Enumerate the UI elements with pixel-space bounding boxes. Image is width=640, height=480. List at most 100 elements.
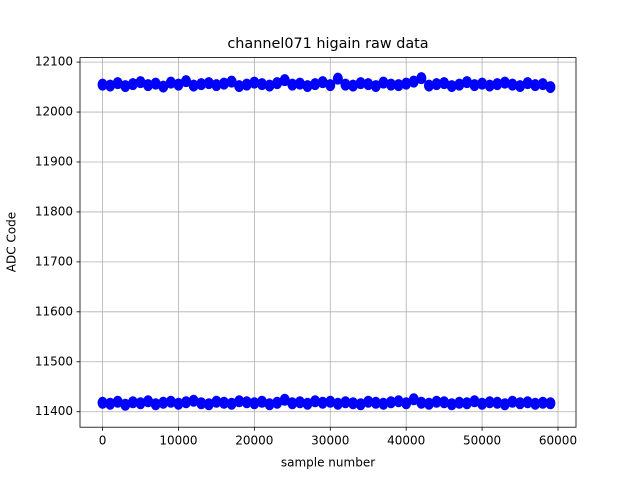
data-point bbox=[484, 396, 495, 409]
data-point bbox=[393, 395, 404, 408]
data-point bbox=[302, 80, 313, 93]
data-point bbox=[545, 81, 556, 94]
data-point bbox=[120, 398, 131, 411]
data-point bbox=[105, 79, 116, 92]
data-point bbox=[416, 396, 427, 409]
data-point bbox=[211, 395, 222, 408]
data-point bbox=[241, 78, 252, 91]
y-axis-label: ADC Code bbox=[5, 212, 19, 272]
data-point bbox=[507, 395, 518, 408]
data-point bbox=[446, 80, 457, 93]
data-point bbox=[302, 397, 313, 410]
x-tick-label: 20000 bbox=[235, 434, 273, 448]
data-point bbox=[287, 397, 298, 410]
data-point bbox=[370, 396, 381, 409]
data-point bbox=[294, 77, 305, 90]
data-point bbox=[325, 395, 336, 408]
data-point bbox=[264, 79, 275, 92]
data-point bbox=[454, 78, 465, 91]
data-point bbox=[219, 77, 230, 90]
x-tick-label: 0 bbox=[99, 434, 107, 448]
x-axis-label: sample number bbox=[281, 456, 375, 470]
data-point bbox=[446, 398, 457, 411]
data-point bbox=[310, 395, 321, 408]
data-point bbox=[461, 76, 472, 89]
data-point bbox=[188, 394, 199, 407]
data-point bbox=[477, 397, 488, 410]
data-point bbox=[97, 78, 108, 91]
data-point bbox=[120, 80, 131, 93]
data-point bbox=[401, 397, 412, 410]
data-point bbox=[370, 80, 381, 93]
x-tick-label: 30000 bbox=[311, 434, 349, 448]
data-point bbox=[196, 78, 207, 91]
data-point bbox=[378, 397, 389, 410]
data-point bbox=[378, 76, 389, 89]
data-point bbox=[256, 395, 267, 408]
x-tick-label: 50000 bbox=[463, 434, 501, 448]
data-point bbox=[135, 76, 146, 89]
data-point bbox=[537, 78, 548, 91]
data-point bbox=[226, 397, 237, 410]
x-tick-label: 60000 bbox=[539, 434, 577, 448]
data-point bbox=[386, 78, 397, 91]
data-point bbox=[310, 78, 321, 91]
data-point bbox=[363, 78, 374, 91]
data-point bbox=[234, 395, 245, 408]
data-point bbox=[355, 398, 366, 411]
data-point bbox=[492, 396, 503, 409]
data-point bbox=[530, 79, 541, 92]
data-point bbox=[469, 395, 480, 408]
data-point bbox=[256, 78, 267, 91]
data-point bbox=[287, 78, 298, 91]
x-tick-label: 40000 bbox=[387, 434, 425, 448]
data-point bbox=[416, 72, 427, 85]
data-point bbox=[241, 396, 252, 409]
data-point bbox=[158, 396, 169, 409]
data-point bbox=[431, 78, 442, 91]
data-point bbox=[439, 396, 450, 409]
y-tick-label: 11400 bbox=[35, 404, 73, 418]
data-point bbox=[492, 78, 503, 91]
data-point bbox=[348, 397, 359, 410]
data-point bbox=[143, 395, 154, 408]
data-point bbox=[294, 396, 305, 409]
data-point bbox=[97, 396, 108, 409]
data-point bbox=[249, 397, 260, 410]
data-point bbox=[477, 77, 488, 90]
x-tick-label: 10000 bbox=[159, 434, 197, 448]
chart-title: channel071 higain raw data bbox=[227, 36, 428, 52]
data-point bbox=[181, 396, 192, 409]
data-point bbox=[127, 396, 138, 409]
data-point bbox=[423, 79, 434, 92]
data-point bbox=[355, 77, 366, 90]
data-point bbox=[515, 80, 526, 93]
data-point bbox=[408, 393, 419, 406]
data-point bbox=[386, 396, 397, 409]
data-point bbox=[340, 78, 351, 91]
data-point bbox=[515, 397, 526, 410]
data-point bbox=[484, 79, 495, 92]
data-point bbox=[332, 397, 343, 410]
plot-frame bbox=[79, 57, 577, 428]
data-point bbox=[530, 397, 541, 410]
data-point bbox=[317, 396, 328, 409]
data-point bbox=[165, 76, 176, 89]
data-point bbox=[461, 397, 472, 410]
data-point bbox=[249, 76, 260, 89]
data-point bbox=[203, 77, 214, 90]
data-point bbox=[150, 398, 161, 411]
data-point bbox=[545, 397, 556, 410]
data-point bbox=[340, 396, 351, 409]
data-point bbox=[499, 76, 510, 89]
data-point bbox=[211, 79, 222, 92]
data-point bbox=[219, 396, 230, 409]
data-point bbox=[112, 77, 123, 90]
data-point bbox=[325, 79, 336, 92]
data-point bbox=[522, 77, 533, 90]
data-point bbox=[158, 80, 169, 93]
y-tick-label: 12000 bbox=[35, 105, 73, 119]
y-tick-label: 11800 bbox=[35, 204, 73, 218]
y-tick-label: 11700 bbox=[35, 254, 73, 268]
